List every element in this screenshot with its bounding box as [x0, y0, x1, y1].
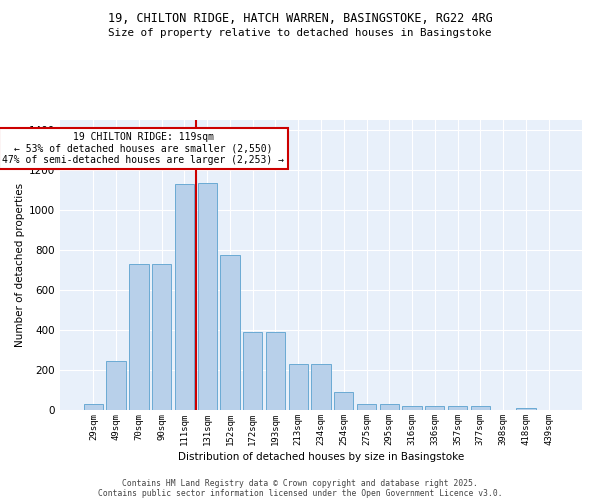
- Bar: [84, 404, 103, 410]
- Bar: [516, 408, 536, 410]
- Bar: [380, 404, 399, 410]
- Text: Contains public sector information licensed under the Open Government Licence v3: Contains public sector information licen…: [98, 488, 502, 498]
- Bar: [106, 361, 126, 410]
- Text: 19 CHILTON RIDGE: 119sqm
← 53% of detached houses are smaller (2,550)
47% of sem: 19 CHILTON RIDGE: 119sqm ← 53% of detach…: [2, 132, 284, 165]
- Bar: [448, 406, 467, 410]
- Bar: [357, 404, 376, 410]
- Text: 19, CHILTON RIDGE, HATCH WARREN, BASINGSTOKE, RG22 4RG: 19, CHILTON RIDGE, HATCH WARREN, BASINGS…: [107, 12, 493, 26]
- Bar: [129, 264, 149, 410]
- Text: Contains HM Land Registry data © Crown copyright and database right 2025.: Contains HM Land Registry data © Crown c…: [122, 478, 478, 488]
- Bar: [311, 364, 331, 410]
- Bar: [266, 332, 285, 410]
- Bar: [470, 406, 490, 410]
- Text: Size of property relative to detached houses in Basingstoke: Size of property relative to detached ho…: [108, 28, 492, 38]
- X-axis label: Distribution of detached houses by size in Basingstoke: Distribution of detached houses by size …: [178, 452, 464, 462]
- Y-axis label: Number of detached properties: Number of detached properties: [15, 183, 25, 347]
- Bar: [220, 255, 239, 410]
- Bar: [152, 264, 172, 410]
- Bar: [197, 183, 217, 410]
- Bar: [425, 406, 445, 410]
- Bar: [403, 406, 422, 410]
- Bar: [243, 332, 262, 410]
- Bar: [334, 392, 353, 410]
- Bar: [175, 184, 194, 410]
- Bar: [289, 364, 308, 410]
